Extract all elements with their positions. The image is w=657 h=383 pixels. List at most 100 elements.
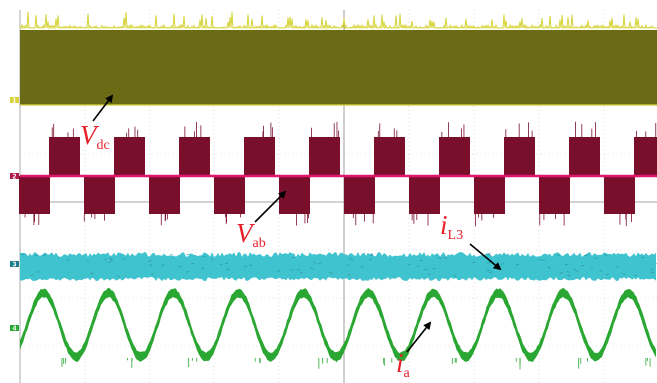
il3-noise-0 — [116, 275, 120, 277]
il3-noise-3 — [603, 254, 608, 256]
vab-pos-1 — [114, 137, 145, 176]
series-vab — [19, 121, 657, 227]
il3-noise-26 — [42, 254, 46, 257]
il3-noise-56 — [161, 264, 165, 266]
il3-noise-31 — [641, 256, 645, 259]
vab-pos-2 — [179, 137, 210, 176]
il3-noise-20 — [572, 268, 576, 271]
il3-noise-12 — [615, 266, 619, 268]
il3-noise-87 — [443, 257, 447, 259]
il3-noise-21 — [86, 260, 90, 262]
il3-noise-77 — [329, 272, 333, 274]
label-ia: ia — [396, 321, 432, 381]
channel-marker-3 — [10, 261, 19, 267]
label-vdc: Vdc — [80, 94, 114, 153]
il3-noise-35 — [566, 271, 571, 273]
vab-neg-9 — [604, 176, 635, 214]
il3-noise-85 — [559, 272, 563, 274]
il3-noise-38 — [318, 262, 322, 264]
il3-noise-50 — [276, 269, 281, 273]
svg-text:Vdc: Vdc — [80, 120, 110, 153]
il3-noise-67 — [575, 270, 579, 273]
il3-noise-46 — [310, 267, 314, 270]
il3-noise-37 — [416, 265, 420, 268]
channel-marker-3-number: 3 — [13, 261, 17, 268]
il3-noise-42 — [424, 268, 428, 271]
svg-text:iL3: iL3 — [440, 210, 463, 243]
il3-noise-63 — [149, 264, 153, 267]
il3-noise-51 — [605, 273, 609, 276]
svg-text:ia: ia — [396, 348, 411, 381]
vab-pos-7 — [504, 137, 535, 176]
il3-noise-29 — [515, 263, 519, 266]
vab-pos-9 — [634, 137, 657, 176]
label-vab: Vab — [236, 190, 287, 251]
series-il3 — [20, 252, 657, 281]
il3-noise-11 — [541, 259, 545, 261]
arrow-ia — [406, 321, 432, 353]
il3-noise-27 — [109, 258, 114, 261]
series-vdc — [19, 11, 657, 106]
il3-noise-74 — [564, 263, 568, 266]
il3-noise-68 — [368, 258, 373, 261]
arrow-il3 — [469, 243, 502, 271]
label-il3-main: i — [440, 210, 448, 240]
label-vab-sub: ab — [253, 236, 266, 251]
il3-noise-34 — [438, 257, 442, 260]
arrow-vdc — [92, 94, 114, 122]
label-vab-main: V — [236, 218, 256, 248]
il3-noise-80 — [622, 273, 626, 275]
il3-noise-52 — [488, 254, 492, 257]
il3-noise-40 — [487, 252, 491, 256]
il3-noise-23 — [346, 264, 350, 267]
il3-noise-43 — [299, 271, 303, 274]
channel-marker-1 — [10, 97, 19, 103]
il3-noise-69 — [186, 271, 190, 273]
il3-noise-30 — [360, 266, 365, 268]
label-ia-main: i — [396, 348, 404, 378]
vab-neg-2 — [149, 176, 180, 214]
il3-noise-84 — [350, 258, 354, 260]
svg-text:Vab: Vab — [236, 218, 266, 251]
series-ia-band — [20, 287, 656, 363]
plot-traces — [19, 11, 657, 370]
vab-neg-7 — [474, 176, 505, 214]
il3-noise-75 — [30, 274, 34, 277]
il3-noise-55 — [34, 254, 39, 257]
il3-noise-8 — [538, 258, 542, 261]
il3-noise-89 — [567, 275, 571, 277]
vab-pos-6 — [439, 137, 470, 176]
label-il3-sub: L3 — [448, 228, 464, 243]
il3-noise-5 — [590, 268, 594, 270]
vab-neg-0 — [19, 176, 50, 214]
il3-noise-66 — [489, 271, 493, 274]
channel-marker-2-number: 2 — [13, 173, 17, 180]
il3-noise-59 — [487, 262, 491, 264]
series-il3-band — [20, 252, 656, 281]
il3-noise-13 — [557, 254, 561, 256]
arrow-vab — [254, 190, 287, 223]
label-il3: iL3 — [440, 210, 502, 271]
vab-neg-5 — [344, 176, 375, 214]
label-ia-sub: a — [404, 366, 411, 381]
il3-noise-76 — [651, 271, 655, 273]
vab-pos-4 — [309, 137, 340, 176]
channel-marker-4-number: 4 — [13, 325, 17, 332]
vab-neg-6 — [409, 176, 440, 214]
il3-noise-4 — [432, 267, 436, 270]
il3-noise-2 — [347, 273, 351, 276]
il3-noise-82 — [178, 266, 182, 268]
il3-noise-86 — [201, 267, 205, 270]
il3-noise-22 — [486, 269, 490, 272]
il3-noise-39 — [121, 257, 126, 260]
vab-neg-1 — [84, 176, 115, 214]
il3-noise-53 — [103, 258, 107, 261]
vab-neg-8 — [539, 176, 570, 214]
il3-noise-73 — [219, 263, 223, 266]
channel-marker-1-number: 1 — [13, 97, 17, 104]
vab-pos-0 — [49, 137, 80, 176]
il3-noise-25 — [108, 260, 112, 263]
il3-noise-16 — [453, 274, 457, 277]
il3-noise-7 — [65, 258, 70, 262]
